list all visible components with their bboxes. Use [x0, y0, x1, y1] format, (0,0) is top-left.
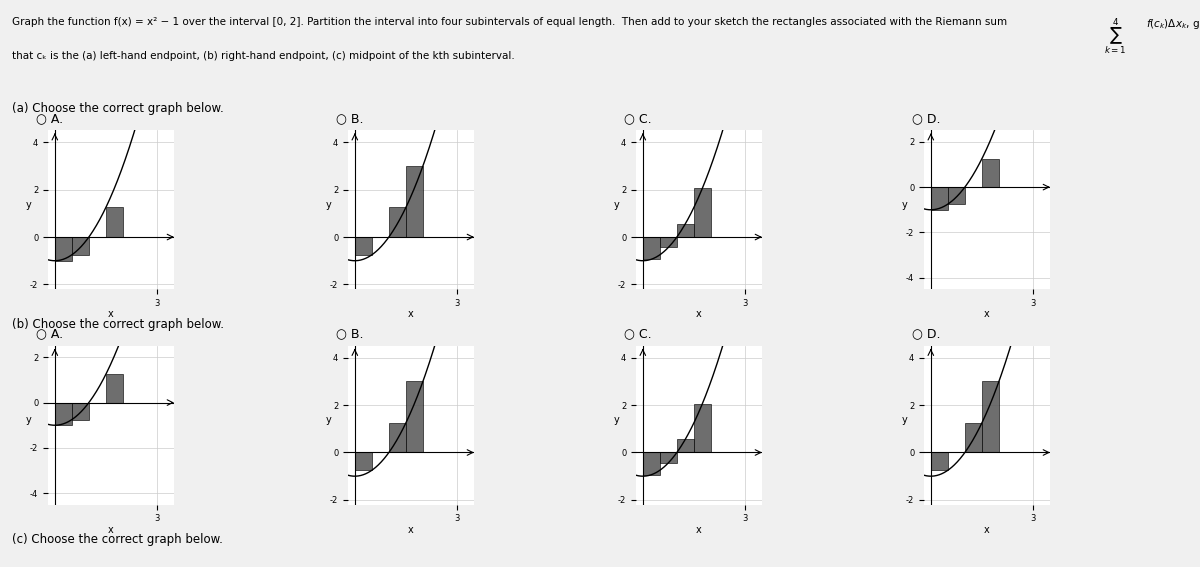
X-axis label: x: x [108, 309, 114, 319]
X-axis label: x: x [984, 309, 990, 319]
Y-axis label: y: y [901, 200, 907, 210]
Bar [931, 187, 948, 210]
Bar [660, 452, 677, 463]
Text: (a) Choose the correct graph below.: (a) Choose the correct graph below. [12, 102, 223, 115]
Text: ○ B.: ○ B. [336, 112, 364, 125]
Text: (c) Choose the correct graph below.: (c) Choose the correct graph below. [12, 533, 223, 546]
Text: ○ D.: ○ D. [912, 112, 941, 125]
Text: $\sum_{k=1}^{4}$: $\sum_{k=1}^{4}$ [1104, 17, 1127, 57]
Y-axis label: y: y [613, 415, 619, 425]
Y-axis label: y: y [325, 415, 331, 425]
Text: ○ A.: ○ A. [36, 327, 64, 340]
Text: ○ D.: ○ D. [912, 327, 941, 340]
Bar [406, 382, 422, 452]
Bar [106, 374, 122, 403]
Bar [965, 423, 982, 452]
Bar [643, 237, 660, 259]
X-axis label: x: x [408, 309, 414, 319]
Bar [355, 237, 372, 255]
X-axis label: x: x [984, 524, 990, 535]
Bar [55, 403, 72, 425]
X-axis label: x: x [696, 524, 702, 535]
Text: that cₖ is the (a) left-hand endpoint, (b) right-hand endpoint, (c) midpoint of : that cₖ is the (a) left-hand endpoint, (… [12, 51, 515, 61]
Text: (b) Choose the correct graph below.: (b) Choose the correct graph below. [12, 318, 224, 331]
Bar [660, 237, 677, 247]
Bar [982, 382, 998, 452]
X-axis label: x: x [408, 524, 414, 535]
Bar [931, 452, 948, 470]
Bar [677, 224, 694, 237]
Y-axis label: y: y [613, 200, 619, 210]
Bar [72, 403, 89, 420]
Bar [948, 187, 965, 204]
Y-axis label: y: y [901, 415, 907, 425]
Bar [677, 439, 694, 452]
Text: ○ A.: ○ A. [36, 112, 64, 125]
Text: ○ B.: ○ B. [336, 327, 364, 340]
Bar [406, 166, 422, 237]
Bar [982, 159, 998, 187]
Bar [355, 452, 372, 470]
X-axis label: x: x [696, 309, 702, 319]
Text: $f(c_k)\Delta x_k$, given: $f(c_k)\Delta x_k$, given [1146, 17, 1200, 31]
Y-axis label: y: y [25, 200, 31, 210]
Bar [694, 188, 710, 237]
Text: ○ C.: ○ C. [624, 327, 652, 340]
Text: Graph the function f(x) = x² − 1 over the interval [0, 2]. Partition the interva: Graph the function f(x) = x² − 1 over th… [12, 17, 1007, 27]
X-axis label: x: x [108, 524, 114, 535]
Bar [643, 452, 660, 475]
Bar [694, 404, 710, 452]
Bar [389, 423, 406, 452]
Bar [106, 208, 122, 237]
Bar [72, 237, 89, 255]
Bar [55, 237, 72, 261]
Text: ○ C.: ○ C. [624, 112, 652, 125]
Y-axis label: y: y [25, 415, 31, 425]
Y-axis label: y: y [325, 200, 331, 210]
Bar [389, 208, 406, 237]
